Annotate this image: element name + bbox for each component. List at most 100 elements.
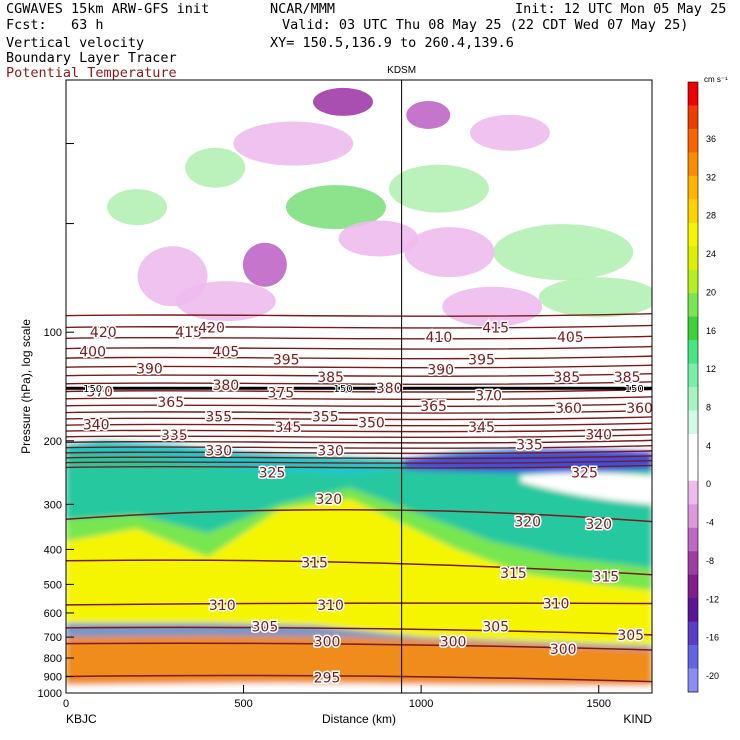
theta-label: 335 bbox=[516, 438, 543, 454]
x-tick-label: 500 bbox=[234, 698, 252, 710]
theta-label: 375 bbox=[267, 386, 294, 402]
theta-contour-13 bbox=[66, 422, 652, 427]
forecast-hour: Fcst: 63 h bbox=[6, 17, 104, 33]
theta-label: 360 bbox=[626, 401, 653, 417]
theta-contour-2 bbox=[66, 335, 652, 340]
w-cell-6 bbox=[242, 242, 287, 287]
theta-contour-15 bbox=[66, 434, 652, 439]
theta-contour-18 bbox=[66, 450, 652, 455]
colorbar-frame bbox=[687, 81, 699, 693]
colorbar-swatch bbox=[688, 152, 698, 177]
init-time: Init: 12 UTC Mon 05 May 25 bbox=[515, 1, 727, 17]
theta-label: 320 bbox=[514, 515, 541, 531]
model-title: CGWAVES 15km ARW-GFS init bbox=[6, 1, 210, 17]
y-tick-label: 500 bbox=[44, 579, 62, 591]
theta-label: 350 bbox=[358, 416, 385, 432]
x-axis-title: Distance (km) bbox=[322, 712, 396, 726]
colorbar-swatch bbox=[688, 527, 698, 552]
colorbar-swatch bbox=[688, 222, 698, 247]
w-cell-12 bbox=[175, 281, 276, 322]
theta-label: 315 bbox=[500, 566, 527, 582]
theta-label: 370 bbox=[86, 384, 113, 400]
theta-label: 365 bbox=[420, 399, 447, 415]
w-cell-11 bbox=[442, 286, 543, 327]
colorbar-tick-label: -4 bbox=[706, 518, 714, 528]
field-vertical-velocity: Vertical velocity bbox=[6, 35, 145, 51]
theta-label: 300 bbox=[314, 635, 341, 651]
theta-contour-17 bbox=[66, 445, 652, 449]
y-tick-label: 300 bbox=[44, 499, 62, 511]
colorbar-swatch bbox=[688, 668, 698, 693]
cross-section-endpoints: XY= 150.5,136.9 to 260.4,139.6 bbox=[270, 35, 514, 51]
colorbar-tick-label: 0 bbox=[706, 479, 711, 489]
colorbar-swatch bbox=[688, 128, 698, 153]
colorbar-swatch bbox=[688, 387, 698, 411]
colorbar-tick-label: 36 bbox=[706, 134, 716, 144]
theta-label: 415 bbox=[175, 325, 202, 341]
colorbar-swatch bbox=[688, 621, 698, 646]
colorbar-swatch bbox=[688, 105, 698, 130]
colorbar-tick-label: -12 bbox=[706, 594, 719, 604]
y-tick-label: 800 bbox=[44, 653, 62, 665]
tracer-label: 150 bbox=[83, 384, 102, 395]
theta-contour-8 bbox=[66, 388, 652, 393]
colorbar-swatch bbox=[688, 199, 698, 224]
theta-contour-low-1 bbox=[66, 559, 652, 576]
theta-label: 420 bbox=[198, 320, 225, 336]
theta-label: 410 bbox=[426, 330, 453, 346]
w-cell-0 bbox=[233, 121, 354, 166]
theta-label: 310 bbox=[317, 598, 344, 614]
shade-white-pocket bbox=[520, 472, 652, 505]
theta-label: 420 bbox=[90, 325, 117, 341]
colorbar-swatch bbox=[688, 82, 698, 106]
colorbar-tick-label: 12 bbox=[706, 364, 716, 374]
theta-label: 380 bbox=[212, 378, 239, 394]
theta-contour-16 bbox=[66, 439, 652, 444]
colorbar-tick-label: -16 bbox=[706, 633, 719, 643]
theta-label: 300 bbox=[550, 642, 577, 658]
y-tick-label: 1000 bbox=[38, 688, 62, 700]
theta-label: 390 bbox=[427, 363, 454, 379]
colorbar-unit: cm s⁻¹ bbox=[704, 75, 728, 84]
right-station-label: KIND bbox=[623, 712, 652, 726]
theta-contour-7 bbox=[66, 381, 652, 386]
shade-surface bbox=[66, 683, 652, 693]
colorbar-swatch bbox=[688, 246, 698, 271]
theta-label: 345 bbox=[275, 420, 302, 436]
theta-contour-low-0 bbox=[66, 508, 652, 523]
theta-contour-11 bbox=[66, 409, 652, 414]
y-tick-label: 100 bbox=[44, 327, 62, 339]
colorbar-swatch bbox=[688, 269, 698, 294]
theta-label: 385 bbox=[317, 370, 344, 386]
theta-label: 340 bbox=[585, 427, 612, 443]
theta-label: 330 bbox=[205, 444, 232, 460]
theta-label: 315 bbox=[592, 569, 619, 585]
left-station-label: KBJC bbox=[66, 712, 97, 726]
y-tick-label: 200 bbox=[44, 436, 62, 448]
colorbar-tick-label: 20 bbox=[706, 287, 716, 297]
w-cell-9 bbox=[404, 227, 495, 278]
colorbar-swatch bbox=[688, 598, 698, 623]
theta-label: 370 bbox=[475, 389, 502, 405]
plot-frame bbox=[65, 79, 653, 694]
theta-label: 310 bbox=[209, 598, 236, 614]
w-cell-13 bbox=[313, 87, 374, 116]
w-cell-10 bbox=[538, 277, 652, 318]
theta-label: 330 bbox=[317, 444, 344, 460]
theta-contour-5 bbox=[66, 364, 652, 369]
colorbar-tick-label: 24 bbox=[706, 249, 716, 259]
colorbar-swatch bbox=[688, 457, 698, 482]
x-tick-label: 0 bbox=[63, 698, 69, 710]
w-cell-8 bbox=[107, 189, 168, 226]
theta-label: 385 bbox=[553, 370, 580, 386]
colorbar-swatch bbox=[688, 480, 698, 505]
colorbar-tick-label: 16 bbox=[706, 326, 716, 336]
theta-label: 345 bbox=[468, 420, 495, 436]
y-tick-label: 700 bbox=[44, 632, 62, 644]
theta-label: 310 bbox=[543, 597, 570, 613]
theta-label: 415 bbox=[482, 320, 509, 336]
theta-label: 335 bbox=[161, 428, 188, 444]
theta-contour-12 bbox=[66, 416, 652, 421]
theta-label: 380 bbox=[376, 381, 403, 397]
